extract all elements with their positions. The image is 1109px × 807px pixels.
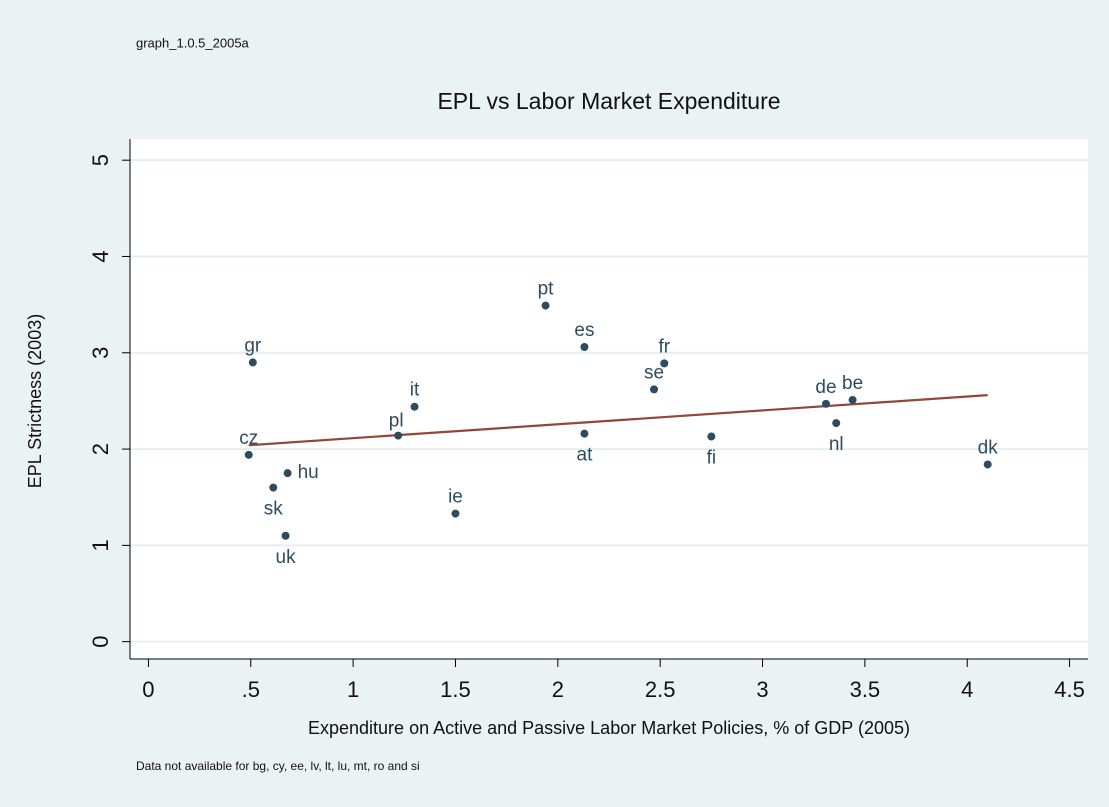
- x-tick-label: .5: [242, 677, 260, 702]
- point-label: pl: [389, 411, 404, 432]
- point: [410, 402, 419, 411]
- point-label: ie: [448, 487, 463, 508]
- point-label: at: [577, 445, 594, 466]
- chart-title: EPL vs Labor Market Expenditure: [437, 88, 780, 114]
- point-label: fi: [707, 448, 717, 469]
- point-label: be: [842, 373, 863, 394]
- y-tick-label: 5: [88, 154, 113, 166]
- point: [244, 450, 253, 459]
- point: [281, 531, 290, 540]
- point-label: fr: [658, 336, 670, 357]
- point: [983, 460, 992, 469]
- point-label: hu: [298, 462, 319, 483]
- x-axis-label: Expenditure on Active and Passive Labor …: [308, 718, 910, 738]
- point: [248, 358, 257, 367]
- y-tick-label: 1: [88, 539, 113, 551]
- point-label: sk: [264, 499, 284, 520]
- point: [283, 469, 292, 478]
- point: [821, 399, 830, 408]
- y-tick-label: 3: [88, 347, 113, 359]
- point-label: gr: [244, 335, 262, 356]
- point: [394, 431, 403, 440]
- fit-line: [248, 394, 988, 447]
- point: [580, 429, 589, 438]
- x-tick-label: 1: [347, 677, 359, 702]
- x-tick-label: 4: [961, 677, 973, 702]
- point-label: cz: [239, 428, 258, 449]
- point-label: de: [815, 377, 836, 398]
- point-label: nl: [829, 434, 844, 455]
- x-tick-label: 0: [142, 677, 154, 702]
- point-label: se: [644, 362, 664, 383]
- point-label: dk: [978, 437, 999, 458]
- point: [580, 343, 589, 351]
- y-tick-label: 2: [88, 443, 113, 455]
- x-tick-label: 4.5: [1054, 677, 1085, 702]
- point: [451, 509, 460, 518]
- x-tick-label: 3: [756, 677, 768, 702]
- point: [650, 385, 659, 394]
- footnote: Data not available for bg, cy, ee, lv, l…: [136, 759, 420, 773]
- x-tick-label: 2.5: [645, 677, 676, 702]
- x-tick-label: 3.5: [850, 677, 881, 702]
- point-label: pt: [538, 279, 555, 300]
- point: [848, 395, 857, 404]
- point: [660, 359, 669, 368]
- x-tick-label: 1.5: [440, 677, 471, 702]
- point: [832, 419, 841, 428]
- point-label: it: [410, 380, 420, 401]
- point-label: es: [574, 320, 594, 341]
- point: [541, 301, 550, 310]
- point: [269, 483, 278, 492]
- y-tick-label: 0: [88, 636, 113, 648]
- point: [707, 432, 716, 441]
- note: graph_1.0.5_2005a: [136, 35, 250, 50]
- y-axis-label: EPL Strictness (2003): [25, 314, 45, 488]
- x-tick-label: 2: [552, 677, 564, 702]
- point-label: uk: [276, 547, 297, 568]
- y-tick-label: 4: [88, 250, 113, 262]
